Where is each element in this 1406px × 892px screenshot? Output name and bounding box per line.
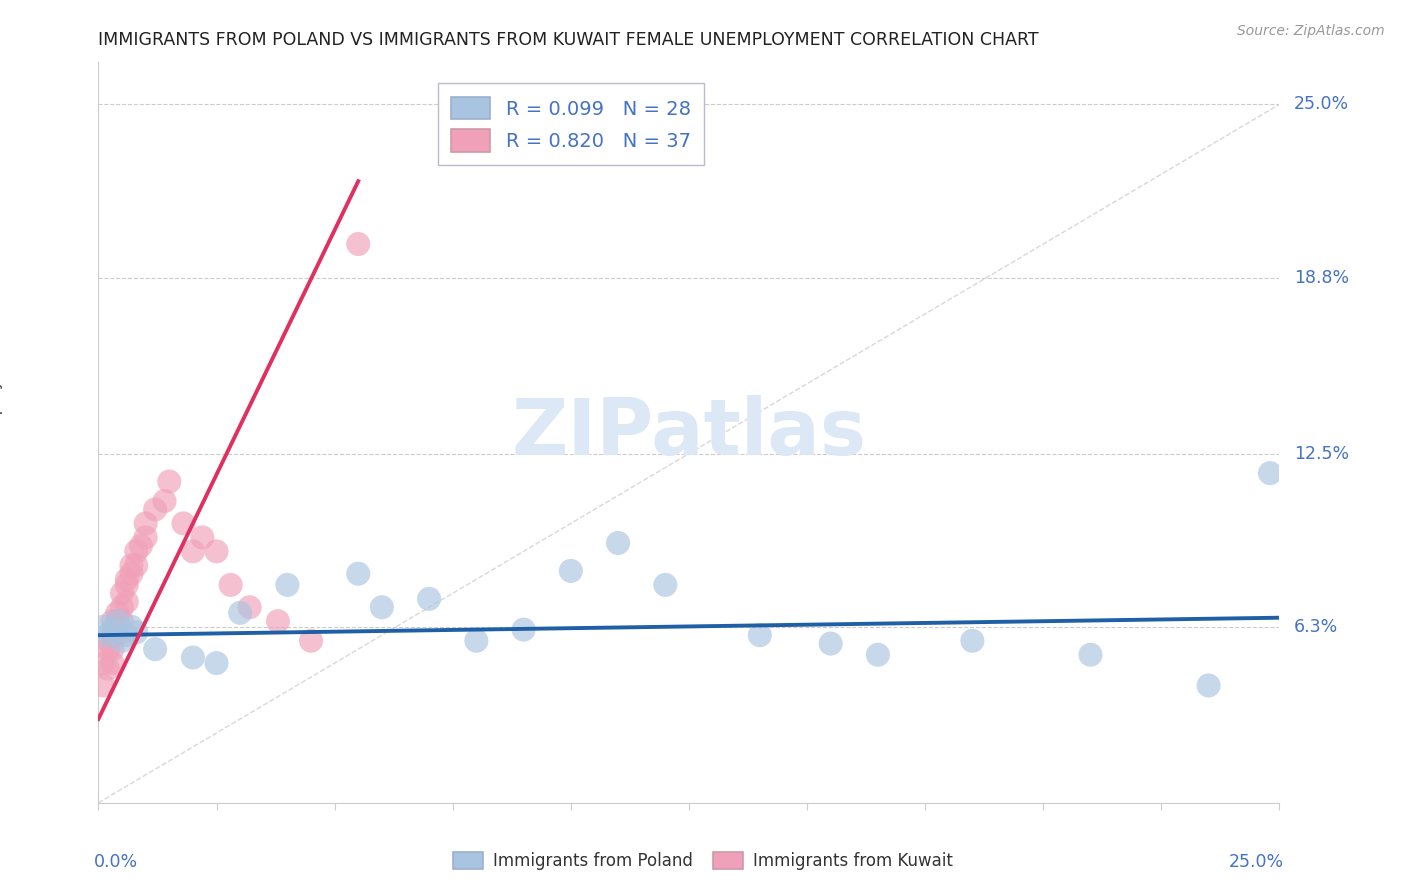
Point: [105, 614, 128, 628]
Point: [347, 237, 370, 252]
Text: Source: ZipAtlas.com: Source: ZipAtlas.com: [1237, 24, 1385, 38]
Point: [125, 558, 148, 573]
Point: [105, 614, 128, 628]
Point: [191, 530, 214, 544]
Text: 18.8%: 18.8%: [1294, 268, 1348, 286]
Point: [181, 544, 204, 558]
Point: [91, 678, 114, 692]
Point: [418, 591, 440, 606]
Text: IMMIGRANTS FROM POLAND VS IMMIGRANTS FROM KUWAIT FEMALE UNEMPLOYMENT CORRELATION: IMMIGRANTS FROM POLAND VS IMMIGRANTS FRO…: [98, 31, 1039, 49]
Point: [276, 578, 298, 592]
Point: [143, 502, 166, 516]
Point: [135, 530, 157, 544]
Point: [97, 628, 120, 642]
Point: [560, 564, 582, 578]
Point: [1198, 678, 1220, 692]
Point: [239, 600, 262, 615]
Point: [91, 656, 114, 670]
Point: [135, 516, 157, 531]
Point: [229, 606, 252, 620]
Point: [607, 536, 630, 550]
Point: [465, 633, 488, 648]
Point: [111, 600, 134, 615]
Point: [125, 544, 148, 558]
Point: [97, 642, 120, 657]
Point: [105, 606, 128, 620]
Point: [512, 623, 534, 637]
Text: 25.0%: 25.0%: [1294, 95, 1348, 113]
Text: Female Unemployment: Female Unemployment: [0, 336, 3, 529]
Point: [97, 633, 120, 648]
Point: [115, 578, 138, 592]
Point: [115, 572, 138, 586]
Text: 25.0%: 25.0%: [1229, 853, 1284, 871]
Point: [101, 642, 124, 657]
Point: [371, 600, 394, 615]
Point: [111, 614, 134, 628]
Point: [125, 625, 148, 640]
Point: [129, 539, 152, 553]
Point: [153, 494, 176, 508]
Point: [143, 642, 166, 657]
Point: [205, 656, 228, 670]
Text: ZIPatlas: ZIPatlas: [512, 394, 866, 471]
Point: [115, 628, 138, 642]
Point: [866, 648, 889, 662]
Point: [962, 633, 984, 648]
Point: [1258, 466, 1281, 480]
Point: [111, 586, 134, 600]
Point: [101, 614, 124, 628]
Point: [101, 656, 124, 670]
Point: [172, 516, 194, 531]
Point: [205, 544, 228, 558]
Point: [121, 566, 143, 581]
Point: [105, 628, 128, 642]
Point: [820, 636, 842, 650]
Point: [97, 662, 120, 676]
Text: 12.5%: 12.5%: [1294, 444, 1348, 463]
Legend: Immigrants from Poland, Immigrants from Kuwait: Immigrants from Poland, Immigrants from …: [447, 845, 959, 877]
Point: [91, 620, 114, 634]
Point: [347, 566, 370, 581]
Point: [157, 475, 180, 489]
Point: [101, 628, 124, 642]
Point: [101, 623, 124, 637]
Point: [1080, 648, 1102, 662]
Point: [267, 614, 290, 628]
Point: [121, 558, 143, 573]
Point: [748, 628, 770, 642]
Point: [115, 594, 138, 608]
Text: 0.0%: 0.0%: [94, 853, 138, 871]
Point: [121, 620, 143, 634]
Legend: R = 0.099   N = 28, R = 0.820   N = 37: R = 0.099 N = 28, R = 0.820 N = 37: [437, 83, 704, 165]
Point: [299, 633, 322, 648]
Point: [181, 650, 204, 665]
Point: [654, 578, 676, 592]
Point: [111, 633, 134, 648]
Text: 6.3%: 6.3%: [1294, 618, 1339, 636]
Point: [219, 578, 242, 592]
